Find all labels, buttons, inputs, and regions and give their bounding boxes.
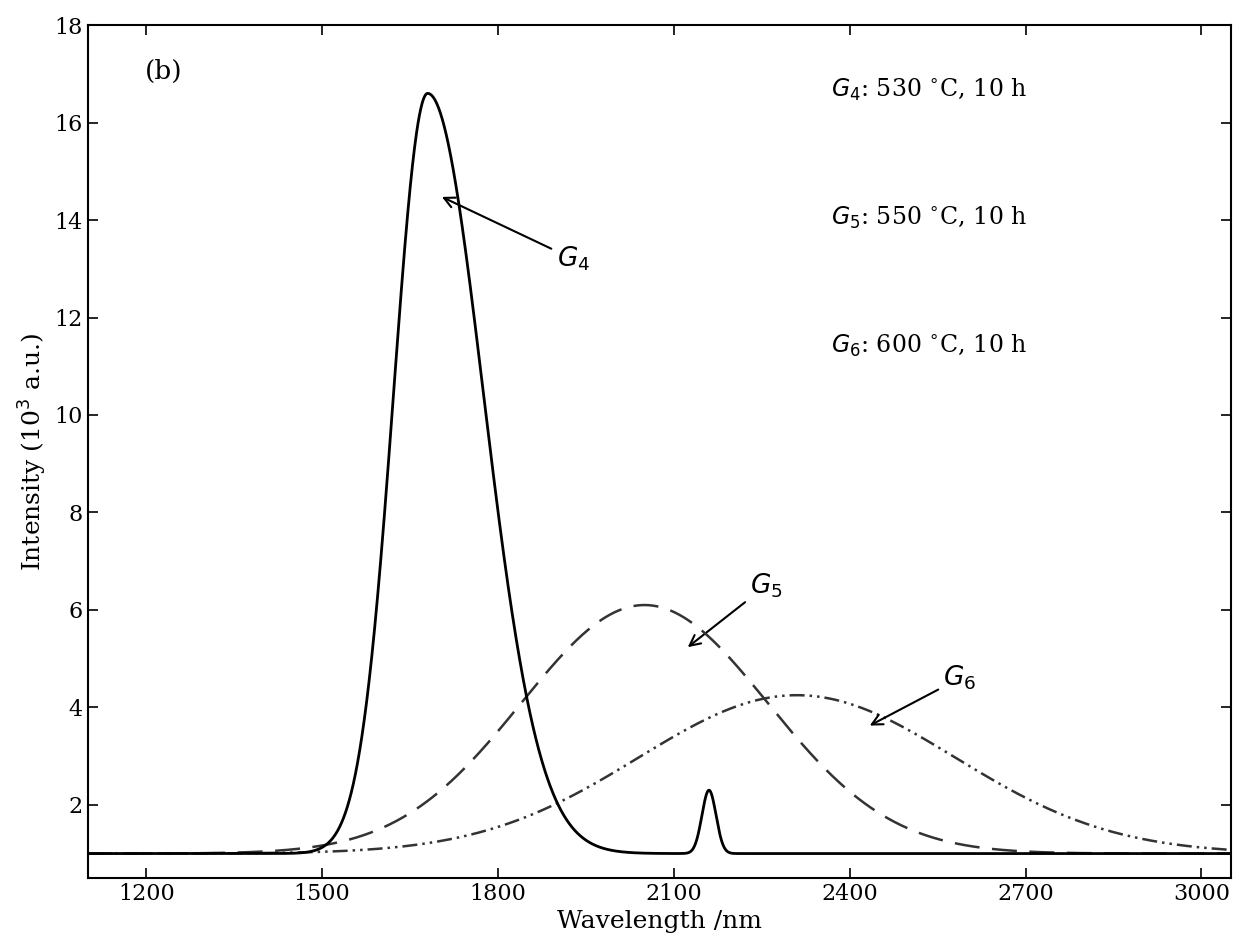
Text: $G_5$: $G_5$ [689,571,783,646]
Text: $G_6$: $G_6$ [872,664,977,725]
Text: $G_5$: 550 $^{\circ}$C, 10 h: $G_5$: 550 $^{\circ}$C, 10 h [831,204,1027,231]
Text: $G_4$: $G_4$ [444,198,589,274]
Text: $G_4$: 530 $^{\circ}$C, 10 h: $G_4$: 530 $^{\circ}$C, 10 h [831,76,1027,103]
X-axis label: Wavelength /nm: Wavelength /nm [557,910,762,933]
Text: (b): (b) [145,59,183,85]
Y-axis label: Intensity (10$^3$ a.u.): Intensity (10$^3$ a.u.) [16,332,49,571]
Text: $G_6$: 600 $^{\circ}$C, 10 h: $G_6$: 600 $^{\circ}$C, 10 h [831,332,1027,358]
